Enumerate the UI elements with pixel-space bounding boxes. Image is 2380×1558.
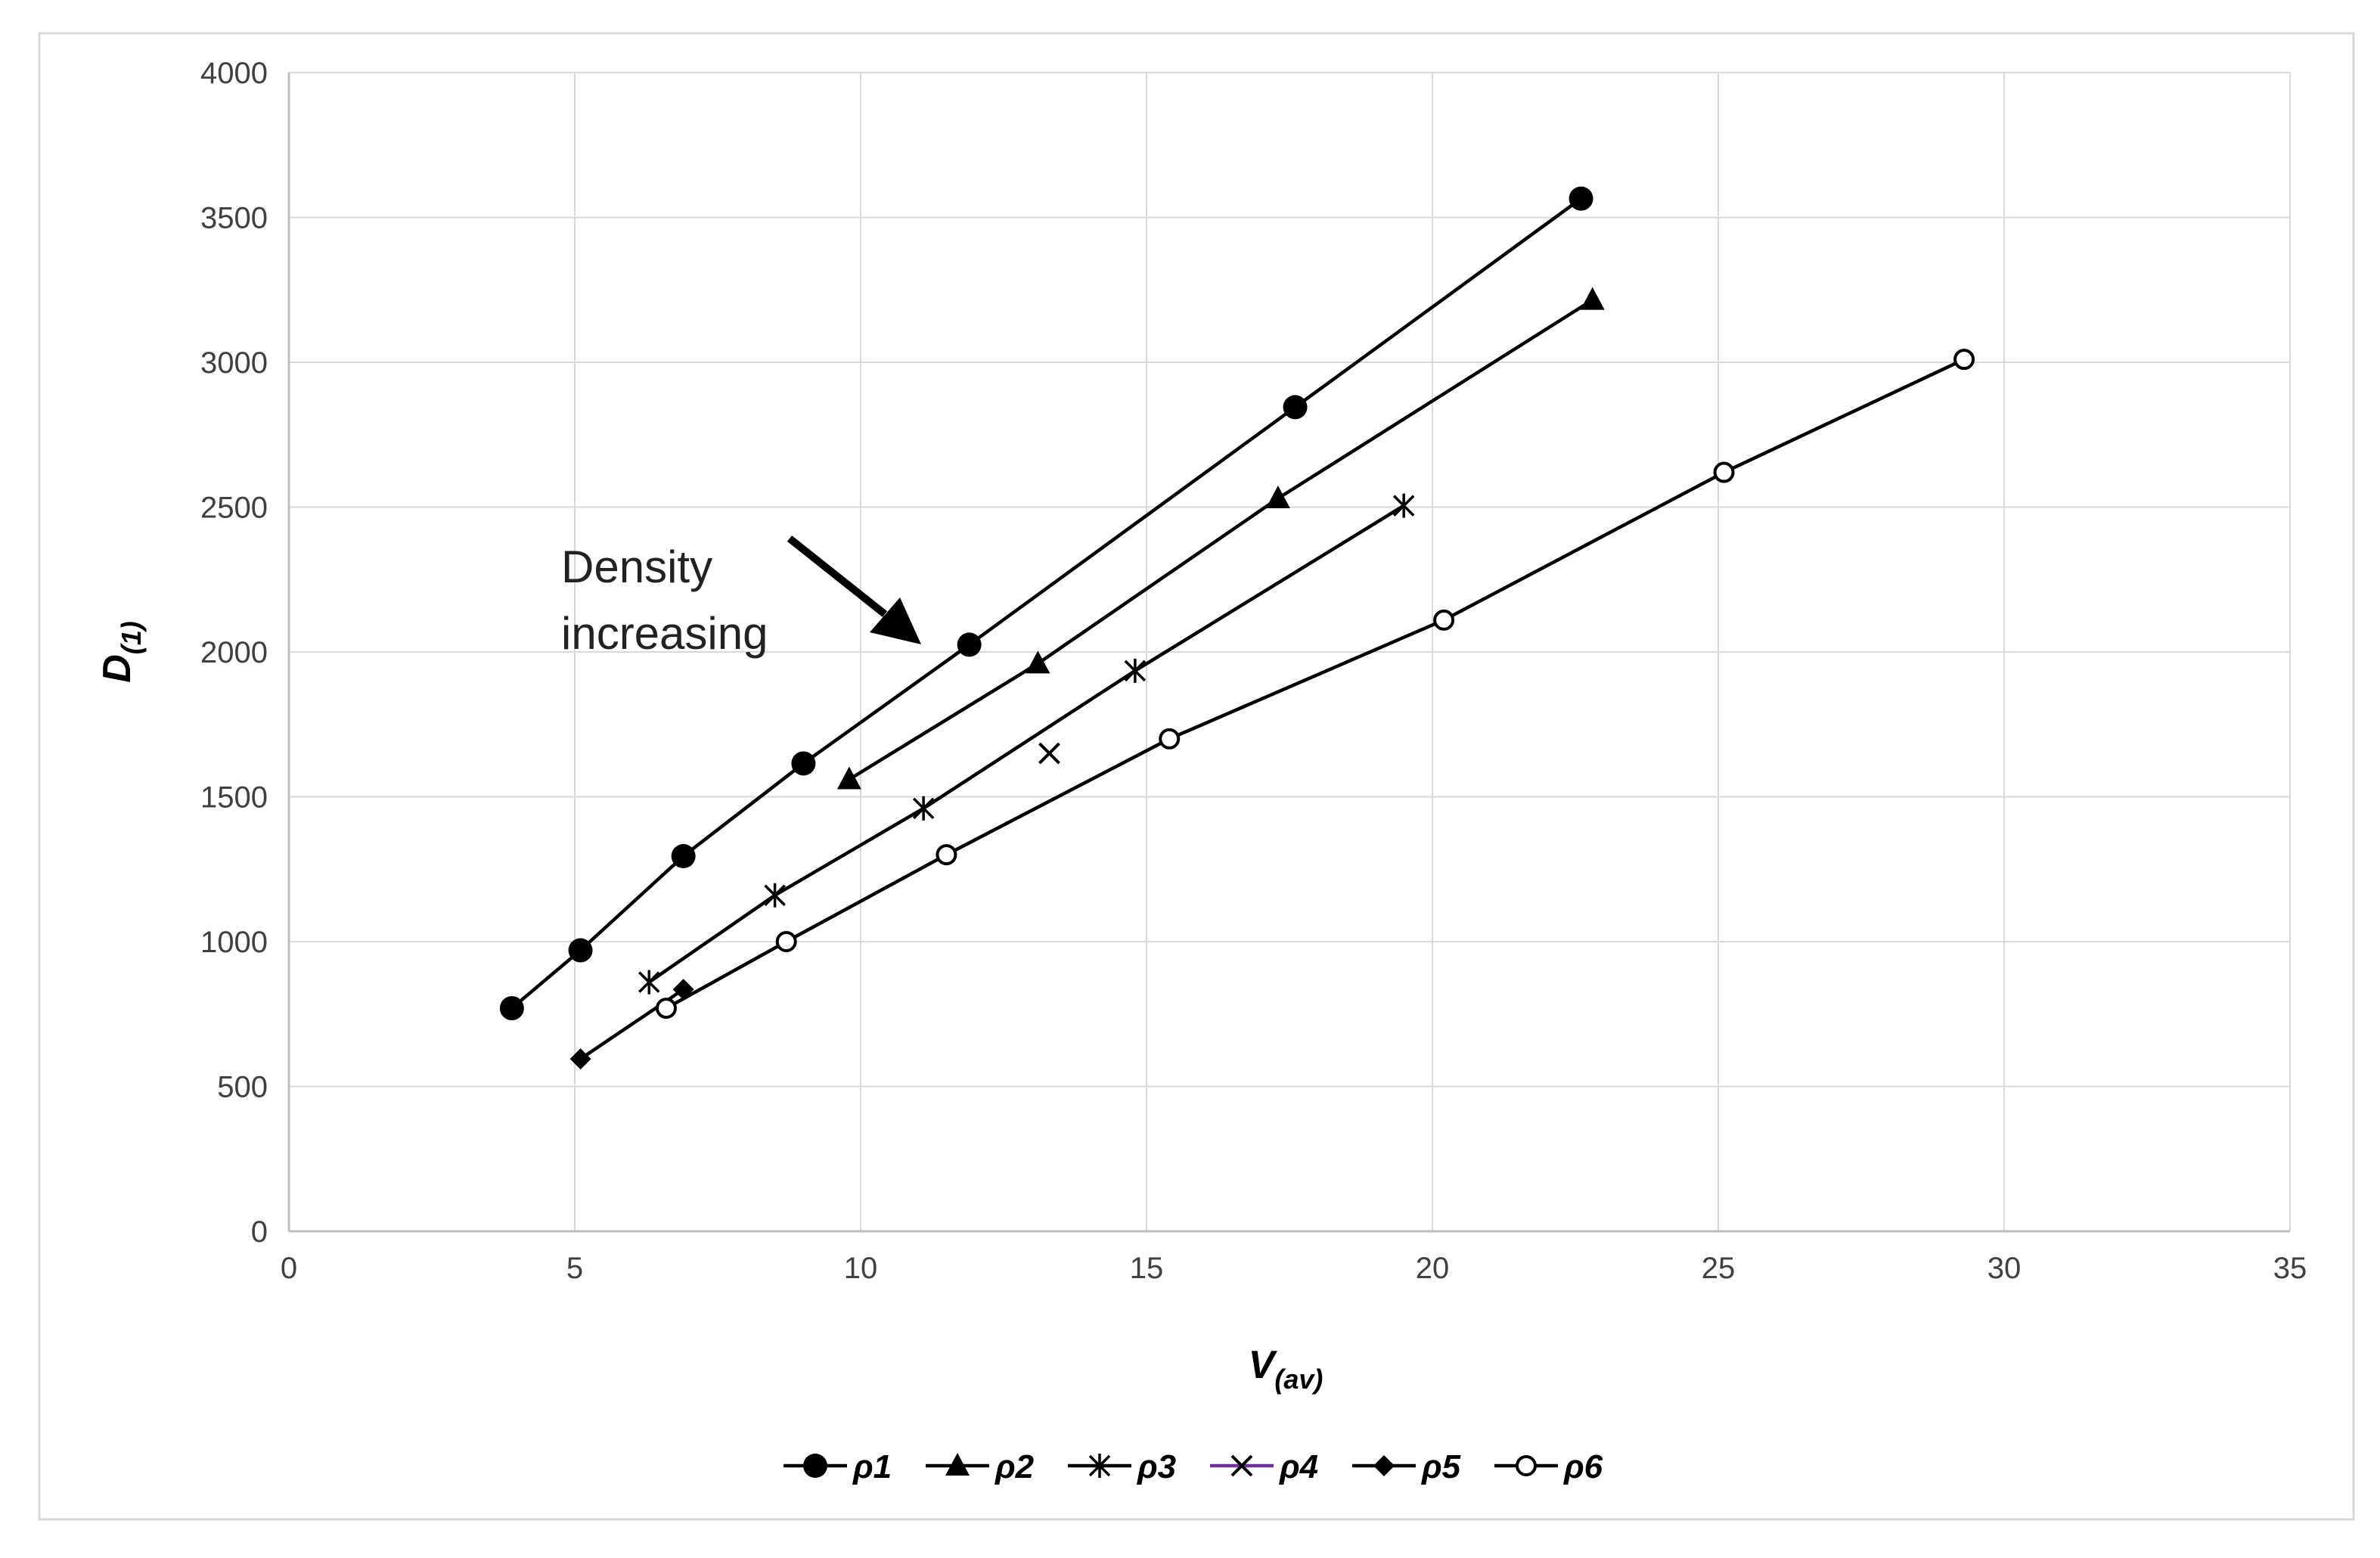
series-6-point-5 <box>1713 461 1735 483</box>
series-6-point-1 <box>775 931 797 952</box>
x-tick-label-6: 30 <box>1987 1252 2022 1285</box>
x-tick-label-1: 5 <box>566 1252 583 1285</box>
series-3 <box>638 493 1415 995</box>
series-6 <box>655 349 1975 1020</box>
series-1-point-5 <box>1283 395 1308 420</box>
tick-labels: 0 5 10 15 20 25 30 35 0 500 1000 1500 2000 2500 3000 35… <box>200 57 2307 1285</box>
series-2-point-2 <box>1265 486 1290 509</box>
legend-item-6-marker <box>1516 1455 1537 1476</box>
series-6-point-2 <box>936 844 957 866</box>
series-3-point-0 <box>638 970 660 995</box>
x-tick-label-7: 35 <box>2273 1252 2307 1285</box>
y-tick-label-5: 2500 <box>200 492 268 525</box>
legend-item-1-marker <box>803 1454 827 1478</box>
series-5-point-0 <box>569 1048 591 1070</box>
series-1-point-6 <box>1569 186 1593 211</box>
legend-item-2: ρ2 <box>926 1448 1035 1485</box>
series-2-point-3 <box>1580 287 1605 310</box>
legend: ρ1 ρ2 ρ3 ρ4 ρ5 ρ6 <box>784 1448 1603 1485</box>
legend-item-2-label: ρ2 <box>994 1448 1035 1485</box>
legend-item-4-label: ρ4 <box>1278 1448 1318 1485</box>
annotation: Density increasing <box>561 535 921 659</box>
x-tick-label-5: 25 <box>1702 1252 1736 1285</box>
legend-item-3-marker <box>1088 1454 1111 1478</box>
y-tick-label-8: 4000 <box>200 57 268 90</box>
legend-item-3: ρ3 <box>1068 1448 1176 1485</box>
legend-item-5: ρ5 <box>1352 1448 1461 1485</box>
annotation-line-2: increasing <box>561 608 768 659</box>
y-axis-title: D(1) <box>95 621 147 683</box>
legend-item-5-label: ρ5 <box>1420 1448 1461 1485</box>
series-4-point-0 <box>1038 742 1060 765</box>
legend-item-4: ρ4 <box>1210 1448 1318 1485</box>
series-2-point-1 <box>1026 650 1050 674</box>
x-tick-label-2: 10 <box>844 1252 878 1285</box>
x-tick-label-4: 20 <box>1416 1252 1450 1285</box>
chart-border <box>38 32 2355 1521</box>
series-1-point-0 <box>499 996 524 1021</box>
y-tick-label-4: 2000 <box>200 636 268 669</box>
y-tick-label-6: 3000 <box>200 346 268 380</box>
series-1-point-1 <box>568 938 593 963</box>
x-axis-title-subscript: (av) <box>1274 1364 1323 1395</box>
x-axis-title-main: V <box>1249 1343 1278 1387</box>
series-6-point-6 <box>1953 349 1975 371</box>
legend-item-1-label: ρ1 <box>852 1448 892 1485</box>
series-6-point-3 <box>1159 728 1181 750</box>
x-axis-title: V(av) <box>1249 1343 1323 1395</box>
legend-item-5-marker <box>1373 1455 1395 1476</box>
annotation-arrow-head <box>870 597 921 644</box>
axes <box>287 73 2290 1233</box>
legend-item-6: ρ6 <box>1494 1448 1603 1485</box>
series-3-point-1 <box>764 883 786 908</box>
series-3-point-3 <box>1124 658 1147 683</box>
legend-item-3-label: ρ3 <box>1136 1448 1176 1485</box>
y-tick-label-3: 1500 <box>200 781 268 815</box>
series-1-point-4 <box>957 632 982 657</box>
annotation-line-1: Density <box>561 542 712 592</box>
series-2-line <box>848 298 1593 781</box>
series-1-point-2 <box>671 844 696 869</box>
legend-item-1: ρ1 <box>784 1448 892 1485</box>
series-2 <box>836 287 1605 790</box>
y-tick-label-2: 1000 <box>200 926 268 959</box>
legend-item-4-marker <box>1230 1454 1253 1477</box>
y-tick-label-7: 3500 <box>200 202 268 235</box>
y-axis-title-subscript: (1) <box>116 621 147 654</box>
series-2-point-0 <box>836 766 861 790</box>
series-3-point-2 <box>912 796 935 821</box>
legend-item-2-marker <box>945 1453 970 1476</box>
legend-item-6-label: ρ6 <box>1562 1448 1603 1485</box>
y-tick-label-0: 0 <box>251 1215 268 1249</box>
series-3-point-4 <box>1392 493 1415 518</box>
series-1 <box>499 186 1593 1021</box>
data-series <box>499 186 1975 1070</box>
y-axis-title-main: D <box>95 654 139 683</box>
series-4 <box>1038 742 1060 765</box>
x-tick-label-0: 0 <box>281 1252 297 1285</box>
series-6-point-4 <box>1433 609 1455 631</box>
x-tick-label-3: 15 <box>1130 1252 1164 1285</box>
series-1-point-3 <box>791 751 816 776</box>
series-6-point-0 <box>655 998 677 1020</box>
y-tick-label-1: 500 <box>217 1071 268 1104</box>
annotation-arrow-shaft <box>787 535 888 617</box>
